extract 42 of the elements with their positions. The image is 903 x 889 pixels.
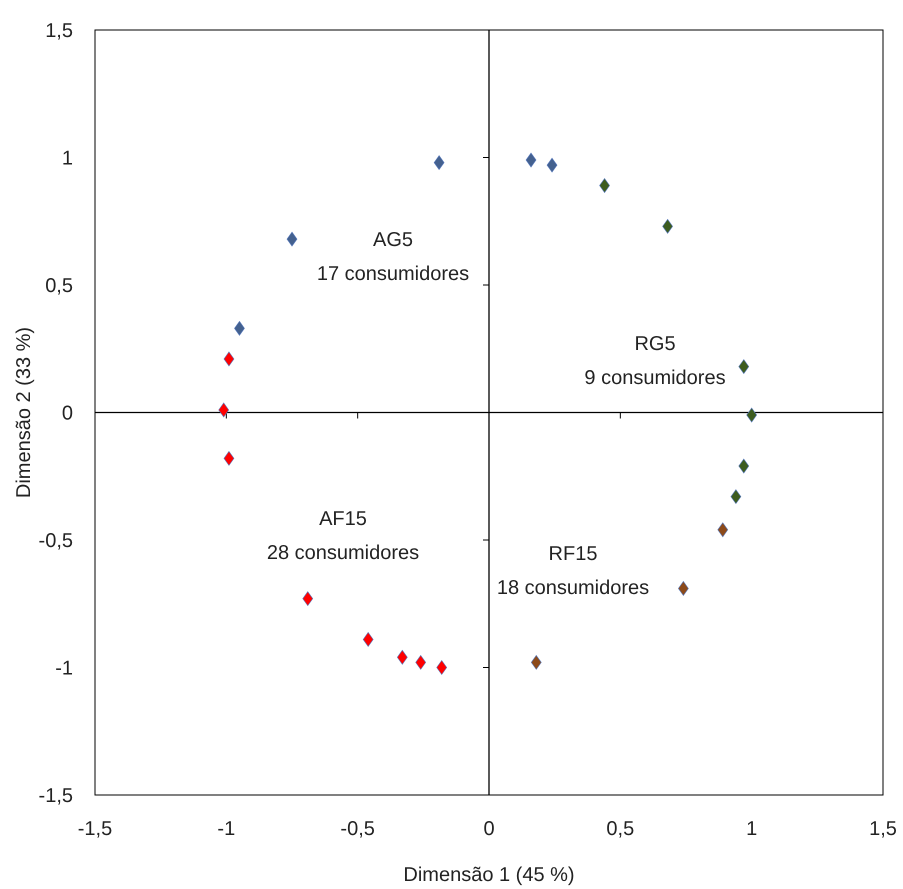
y-axis-title: Dimensão 2 (33 %) <box>13 326 35 498</box>
annotation: AF15 28 consumidores <box>266 508 420 564</box>
y-tick-label: 0,5 <box>45 275 73 297</box>
point <box>224 451 234 466</box>
x-tick-label: 1 <box>746 818 758 840</box>
point <box>415 655 426 670</box>
point <box>218 402 230 418</box>
point <box>717 522 728 538</box>
x-tick-label: 0 <box>483 818 495 840</box>
x-tick-label: -1 <box>217 818 236 840</box>
y-tick-label: 0 <box>62 402 73 424</box>
point <box>362 632 374 647</box>
y-tick-label: -1 <box>55 658 73 680</box>
point <box>436 660 448 675</box>
y-tick-label: 1,5 <box>45 20 73 42</box>
point <box>302 591 314 606</box>
point <box>530 655 542 670</box>
point <box>397 650 408 665</box>
point <box>434 155 444 170</box>
point <box>224 352 234 366</box>
point <box>738 359 750 374</box>
point <box>526 152 536 168</box>
annotation: AG5 17 consumidores <box>316 229 470 285</box>
point <box>746 408 757 422</box>
point <box>730 489 742 504</box>
y-tick-label: -0,5 <box>38 530 73 552</box>
x-tick-label: -1,5 <box>78 818 112 840</box>
point <box>662 219 673 234</box>
x-axis-title: Dimensão 1 (45 %) <box>403 864 575 886</box>
y-tick-label: -1,5 <box>38 785 73 807</box>
point <box>738 458 750 474</box>
y-tick-label: 1 <box>62 148 73 170</box>
annotation: RF15 18 consumidores <box>496 543 650 599</box>
point <box>234 321 245 336</box>
x-tick-label: 0,5 <box>606 818 634 840</box>
annotation: RG5 9 consumidores <box>584 333 726 389</box>
point <box>599 178 610 193</box>
x-tick-label: 1,5 <box>869 818 897 840</box>
point <box>678 581 689 596</box>
point <box>546 158 558 172</box>
x-tick-label: -0,5 <box>340 818 375 840</box>
point <box>286 232 298 246</box>
